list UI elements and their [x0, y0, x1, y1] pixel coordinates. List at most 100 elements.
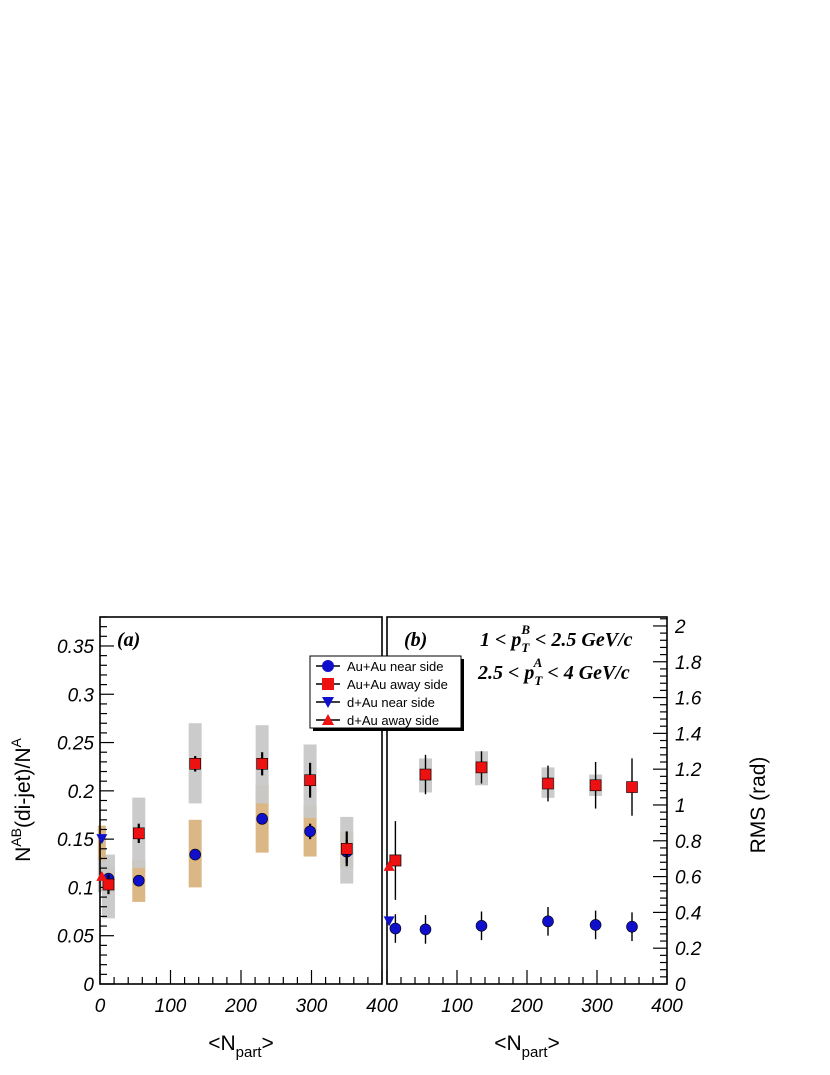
cut-2-sup: A	[533, 655, 543, 670]
cut-label-trigger: 1 < pTB < 2.5 GeV/c	[480, 622, 633, 655]
data-point-circle	[389, 922, 402, 935]
data-point-square	[542, 777, 554, 790]
data-point-square	[132, 827, 145, 840]
x-tick-label: 300	[581, 996, 613, 1017]
cut-label-associated: 2.5 < pTA < 4 GeV/c	[477, 655, 630, 688]
data-point-circle	[475, 920, 488, 932]
x-title-a-main: <N	[208, 1032, 235, 1055]
panel-b-y-axis-title: RMS (rad)	[747, 757, 770, 854]
panel-b-x-axis-title: <Npart>	[494, 1032, 560, 1061]
x-tick-label: 200	[224, 996, 257, 1017]
panel-a-x-axis-title: <Npart>	[208, 1032, 274, 1061]
cut-2-post: < 4 GeV/c	[542, 662, 630, 684]
y-tick-label: 0.35	[57, 637, 94, 658]
data-point-circle	[626, 920, 638, 933]
y-tick-label: 0.15	[57, 830, 94, 851]
cut-2-sub: T	[534, 673, 543, 688]
legend-entry-auau-near: Au+Au near side	[316, 659, 443, 674]
data-point-circle	[419, 923, 432, 936]
legend-entry-auau-away: Au+Au away side	[316, 677, 448, 692]
y-tick-label: 0.2	[675, 939, 702, 960]
data-point-triangle-down	[383, 916, 395, 927]
data-point-square	[419, 768, 432, 781]
data-point-square	[256, 757, 268, 770]
data-point-circle	[132, 874, 145, 887]
data-point-circle	[589, 919, 602, 931]
panel-a-sys-bands	[97, 723, 354, 919]
x-tick-label: 400	[651, 996, 683, 1017]
x-tick-label: 100	[155, 996, 187, 1017]
y-tick-label: 1.4	[675, 724, 701, 745]
data-point-square	[102, 878, 115, 891]
y-tick-label: 0.6	[675, 868, 702, 889]
y-tick-label: 1.2	[675, 760, 702, 781]
y-title-sup1: AB	[8, 828, 24, 847]
legend-entry-dau-away: d+Au away side	[316, 713, 439, 728]
legend-label-dau-away: d+Au away side	[347, 713, 439, 728]
panel-b-sys-bands	[388, 751, 603, 867]
x-title-a-end: >	[262, 1032, 274, 1055]
y-tick-label: 0.8	[675, 832, 702, 853]
x-title-b-main: <N	[494, 1032, 521, 1055]
y-tick-label: 0.2	[68, 782, 95, 803]
legend-circle-marker	[322, 660, 334, 672]
data-point-square	[589, 779, 602, 792]
legend: Au+Au near side Au+Au away side d+Au nea…	[309, 655, 464, 731]
data-point-circle	[256, 813, 268, 825]
y-title-main: N	[12, 847, 35, 862]
panel-b-points	[383, 751, 638, 944]
y-tick-label: 0.1	[68, 878, 94, 899]
panel-b-label: (b)	[404, 629, 427, 651]
y-tick-label: 1.8	[675, 653, 702, 674]
x-title-a-sub: part	[236, 1044, 263, 1061]
legend-triangle-up-marker	[322, 714, 334, 725]
legend-box	[309, 655, 462, 729]
y-tick-label: 0.25	[57, 734, 94, 755]
legend-square-marker	[322, 678, 334, 690]
data-point-square	[304, 774, 316, 787]
panel-a-axes: 0 100 200 300 400 0 0.05 0.1 0.15 0.2 0.25 0.3 0.35	[57, 616, 398, 1017]
data-point-square	[389, 854, 402, 867]
y-tick-label: 0.3	[68, 685, 95, 706]
data-point-square	[475, 761, 488, 774]
legend-triangle-down-marker	[322, 697, 334, 708]
x-tick-label: 200	[510, 996, 543, 1017]
x-tick-label: 0	[95, 996, 106, 1017]
data-point-triangle-up	[383, 860, 395, 871]
cut-1-post: < 2.5 GeV/c	[530, 629, 633, 651]
y-tick-label: 0.4	[675, 903, 701, 924]
data-point-circle	[304, 825, 316, 838]
cut-1-sup: B	[520, 622, 530, 637]
data-point-circle	[189, 848, 201, 861]
legend-entry-dau-near: d+Au near side	[316, 695, 435, 710]
x-tick-label: 400	[366, 996, 398, 1017]
data-point-triangle-down	[96, 834, 108, 845]
x-title-b-sub: part	[522, 1044, 549, 1061]
data-point-triangle-up	[96, 870, 108, 881]
cut-2-pre: 2.5 < p	[477, 662, 534, 684]
data-point-square	[626, 781, 638, 793]
x-tick-label: 100	[441, 996, 473, 1017]
panel-a-points	[96, 752, 353, 895]
legend-label-dau-near: d+Au near side	[347, 695, 435, 710]
y-tick-label: 1.6	[675, 689, 702, 710]
x-tick-label: 300	[296, 996, 328, 1017]
legend-label-auau-away: Au+Au away side	[347, 677, 448, 692]
y-tick-label: 0	[675, 975, 686, 996]
panel-a-y-axis-title: NAB(di-jet)/NA	[8, 737, 35, 861]
y-tick-label: 2	[674, 617, 686, 638]
y-tick-label: 0.05	[57, 927, 94, 948]
y-title-sup2: A	[8, 737, 24, 747]
cut-1-pre: 1 < p	[480, 629, 521, 651]
y-tick-label: 0	[83, 975, 94, 996]
legend-label-auau-near: Au+Au near side	[347, 659, 443, 674]
panel-a-label: (a)	[117, 629, 140, 651]
data-point-circle	[542, 915, 554, 928]
y-tick-label: 1	[675, 796, 686, 817]
x-title-b-end: >	[548, 1032, 560, 1055]
data-point-square	[340, 842, 353, 855]
cut-1-sub: T	[521, 640, 530, 655]
y-title-mid: (di-jet)/N	[12, 747, 35, 828]
